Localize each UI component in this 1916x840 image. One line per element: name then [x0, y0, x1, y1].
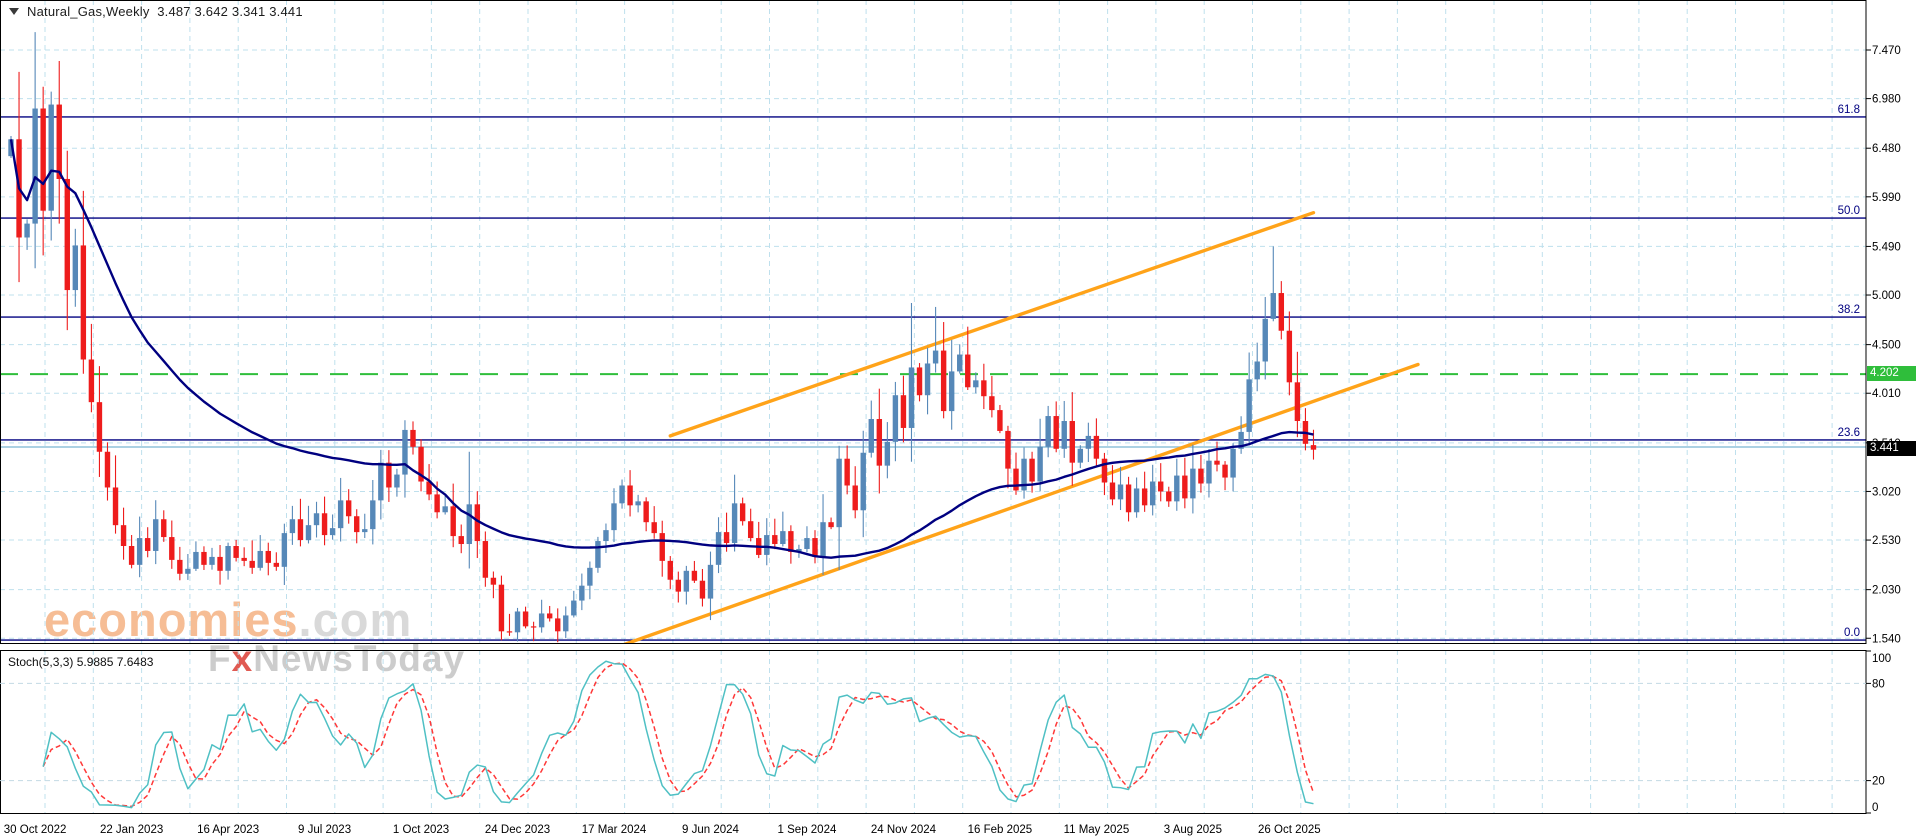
svg-text:6.480: 6.480: [1872, 143, 1901, 155]
watermark-fxnewstoday: FxNewsToday: [208, 638, 465, 680]
svg-text:24 Nov 2024: 24 Nov 2024: [871, 824, 937, 836]
symbol-name: Natural_Gas,Weekly: [27, 4, 150, 19]
plot-border: [0, 0, 1867, 644]
svg-text:0.0: 0.0: [1844, 627, 1860, 639]
svg-text:2.530: 2.530: [1872, 535, 1901, 547]
title-spacer: [150, 4, 158, 19]
svg-text:4.500: 4.500: [1872, 340, 1901, 352]
trend-channel[interactable]: [620, 210, 1420, 646]
watermark-brand: economies: [44, 593, 299, 646]
price-axis[interactable]: 7.470 6.980 6.480 5.990 5.490 5.000 4.500 4.010…: [1866, 45, 1901, 645]
svg-text:3 Aug 2025: 3 Aug 2025: [1164, 824, 1222, 836]
fibonacci-retracement[interactable]: 61.8 50.0 38.2 23.6 0.0: [0, 104, 1866, 641]
svg-text:100: 100: [1872, 653, 1891, 665]
watermark-f: F: [208, 638, 232, 679]
svg-text:38.2: 38.2: [1838, 304, 1860, 316]
watermark-rest: NewsToday: [253, 638, 466, 679]
svg-text:61.8: 61.8: [1838, 104, 1860, 116]
stochastic-main-line: [42, 660, 1314, 809]
watermark-x: x: [231, 638, 254, 679]
svg-text:11 May 2025: 11 May 2025: [1064, 824, 1130, 836]
green-line-price-tag: 4.202: [1867, 366, 1916, 381]
moving-average[interactable]: [9, 139, 1314, 559]
svg-text:9 Jul 2023: 9 Jul 2023: [298, 824, 351, 836]
watermark-economies: economies.com: [44, 592, 412, 647]
svg-text:6.980: 6.980: [1872, 94, 1901, 106]
svg-text:20: 20: [1872, 776, 1885, 788]
svg-text:2.030: 2.030: [1872, 585, 1901, 597]
watermark-suffix: .com: [298, 593, 413, 646]
svg-text:7.470: 7.470: [1872, 45, 1901, 57]
symbol-dropdown-icon[interactable]: [9, 8, 19, 15]
stochastic-signal-line: [42, 662, 1315, 808]
svg-text:3.020: 3.020: [1872, 486, 1901, 498]
svg-text:30 Oct 2022: 30 Oct 2022: [4, 824, 67, 836]
svg-text:1.540: 1.540: [1872, 633, 1901, 645]
svg-text:22 Jan 2023: 22 Jan 2023: [100, 824, 163, 836]
svg-text:23.6: 23.6: [1838, 427, 1860, 439]
indicator-label: Stoch(5,3,3) 5.9885 7.6483: [8, 655, 154, 669]
svg-text:5.000: 5.000: [1872, 290, 1901, 302]
svg-text:24 Dec 2023: 24 Dec 2023: [485, 824, 550, 836]
svg-text:26 Oct 2025: 26 Oct 2025: [1258, 824, 1321, 836]
indicator-panel[interactable]: 100 80 20 0: [0, 650, 1891, 815]
svg-text:5.490: 5.490: [1872, 241, 1901, 253]
svg-text:9 Jun 2024: 9 Jun 2024: [682, 824, 740, 836]
svg-text:0: 0: [1872, 802, 1878, 814]
svg-text:5.990: 5.990: [1872, 192, 1901, 204]
candlesticks[interactable]: [8, 32, 1317, 643]
svg-text:16 Feb 2025: 16 Feb 2025: [968, 824, 1033, 836]
title-ohlc-values: 3.487 3.642 3.341 3.441: [157, 4, 303, 19]
time-axis[interactable]: 30 Oct 2022 22 Jan 2023 16 Apr 2023 9 Jul 2…: [4, 824, 1321, 836]
svg-text:80: 80: [1872, 678, 1885, 690]
current-price-tag: 3.441: [1867, 441, 1916, 456]
svg-text:17 Mar 2024: 17 Mar 2024: [582, 824, 647, 836]
svg-text:16 Apr 2023: 16 Apr 2023: [197, 824, 259, 836]
svg-text:1 Oct 2023: 1 Oct 2023: [393, 824, 449, 836]
svg-text:50.0: 50.0: [1838, 205, 1860, 217]
grid-lines: [0, 0, 1866, 814]
svg-text:4.010: 4.010: [1872, 388, 1901, 400]
symbol-title-bar: Natural_Gas,Weekly 3.487 3.642 3.341 3.4…: [9, 4, 303, 19]
svg-text:1 Sep 2024: 1 Sep 2024: [778, 824, 837, 836]
